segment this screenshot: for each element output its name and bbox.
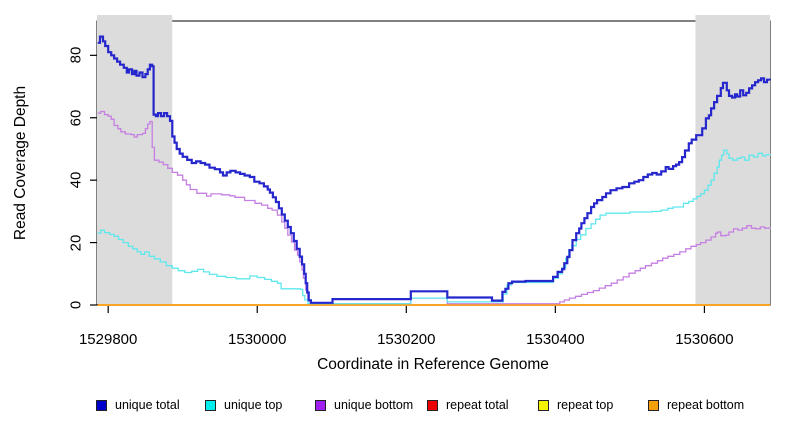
x-tick-label: 1530600 [675,331,734,348]
y-tick-label: 0 [67,300,85,310]
series-unique-bottom [97,110,771,305]
x-axis-title: Coordinate in Reference Genome [317,356,549,373]
y-axis-title: Read Coverage Depth [12,85,29,241]
legend-item-unique-top: unique top [205,396,282,414]
x-tick-label: 1530200 [377,331,436,348]
legend-item-unique-bottom: unique bottom [315,396,413,414]
legend-item-unique-total: unique total [96,396,180,414]
legend-item-repeat-top: repeat top [538,396,613,414]
legend-label: repeat total [446,398,509,412]
plot-border [96,20,771,306]
y-tick-label: 20 [67,234,85,251]
legend-label: unique top [224,398,283,412]
y-tick-label: 40 [67,171,85,189]
legend-swatch-repeat-top [538,399,549,411]
legend-swatch-repeat-total [427,399,438,411]
x-tick-label: 1529800 [78,331,138,348]
legend-label: unique total [115,398,180,412]
x-tick-label: 1530000 [228,331,287,348]
legend-item-repeat-bottom: repeat bottom [648,396,744,414]
x-tick-label: 1530400 [526,331,585,348]
legend-item-repeat-total: repeat total [427,396,509,414]
y-tick-label: 60 [67,109,85,127]
series-unique-top [97,149,771,305]
legend-label: repeat top [557,398,614,412]
legend-swatch-unique-bottom [315,399,326,411]
legend-label: repeat bottom [667,398,745,412]
legend-swatch-unique-total [96,399,107,411]
y-tick-label: 80 [67,46,85,64]
legend: unique total unique top unique bottom repea… [0,396,792,418]
legend-label: unique bottom [334,398,414,412]
legend-swatch-unique-top [205,399,216,411]
shaded-region [97,15,173,304]
series-unique-total [97,35,771,304]
legend-swatch-repeat-bottom [648,399,659,411]
